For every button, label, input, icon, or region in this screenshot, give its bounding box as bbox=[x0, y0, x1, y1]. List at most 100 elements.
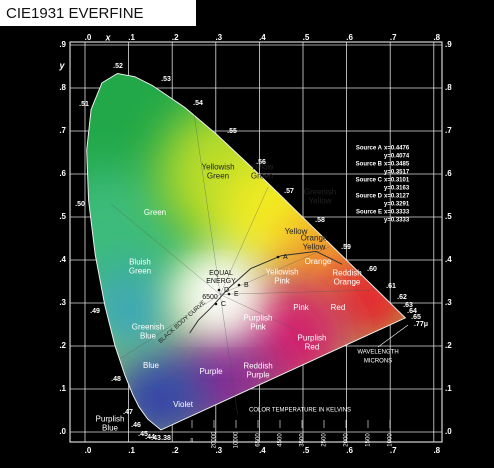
source-name: Source B bbox=[356, 162, 383, 168]
wavelength-label: .60 bbox=[367, 266, 377, 273]
y-tick-label: .1 bbox=[59, 384, 66, 393]
wavelength-label: .46 bbox=[131, 422, 141, 429]
region-label: Green bbox=[129, 267, 151, 276]
y-tick-label: .1 bbox=[445, 384, 452, 393]
source-point-label: D bbox=[224, 287, 229, 294]
temperature-label: ∞ bbox=[190, 438, 196, 442]
y-tick-label: .7 bbox=[445, 126, 452, 135]
region-label: Blue bbox=[143, 361, 160, 370]
x-tick-label: .3 bbox=[215, 446, 222, 455]
temperature-label: 1000 bbox=[388, 433, 394, 447]
source-x: x=0.3101 bbox=[384, 178, 410, 184]
region-label: Purplish bbox=[96, 415, 125, 424]
region-label: Purplish bbox=[298, 334, 327, 343]
y-tick-label: .6 bbox=[59, 169, 66, 178]
source-y: y=0.3333 bbox=[384, 218, 410, 224]
wavelength-caption: MICRONS bbox=[364, 359, 392, 365]
y-tick-label: .0 bbox=[445, 427, 452, 436]
source-point bbox=[237, 283, 241, 287]
wavelength-label: .52 bbox=[113, 63, 123, 70]
region-label: Orange bbox=[305, 257, 332, 266]
region-label: Red bbox=[305, 343, 320, 352]
region-label: Yellow bbox=[285, 227, 308, 236]
title: CIE1931 EVERFINE bbox=[6, 5, 144, 22]
temperature-label: 20000 bbox=[212, 431, 218, 448]
wavelength-label: .50 bbox=[75, 201, 85, 208]
source-y: y=0.4074 bbox=[384, 154, 410, 160]
region-label: Reddish bbox=[243, 362, 272, 371]
wavelength-caption: WAVELENGTH bbox=[357, 350, 398, 356]
source-point-label: B bbox=[244, 282, 249, 289]
white-point-label: 6500 bbox=[202, 294, 218, 301]
region-boundary bbox=[193, 113, 221, 295]
region-boundary bbox=[219, 186, 269, 295]
region-boundary bbox=[119, 294, 221, 360]
equal-energy-label: ENERGY bbox=[206, 278, 236, 285]
source-x: x=0.3127 bbox=[384, 194, 410, 200]
wavelength-label: .57 bbox=[284, 188, 294, 195]
wavelength-label: .65 bbox=[411, 314, 421, 321]
x-tick-label: .1 bbox=[128, 446, 135, 455]
region-label: Bluish bbox=[129, 258, 151, 267]
wavelength-label: .47 bbox=[123, 409, 133, 416]
source-point bbox=[276, 255, 280, 259]
y-tick-label: .3 bbox=[445, 298, 452, 307]
wavelength-label: .59 bbox=[341, 244, 351, 251]
wavelength-label: .54 bbox=[193, 100, 203, 107]
temperature-label: 1500 bbox=[366, 433, 372, 447]
wavelength-label: .45 bbox=[138, 431, 148, 438]
temperature-label: 2000 bbox=[344, 433, 350, 447]
x-tick-label: .8 bbox=[433, 446, 440, 455]
y-tick-label: .9 bbox=[445, 40, 452, 49]
spectral-locus bbox=[86, 72, 407, 431]
source-name: Source E bbox=[356, 210, 382, 216]
source-y: y=0.3163 bbox=[384, 186, 410, 192]
region-label: Yellow bbox=[303, 243, 326, 252]
wavelength-label: .44 bbox=[145, 434, 155, 441]
x-tick-label: .5 bbox=[303, 33, 310, 42]
x-tick-label: .3 bbox=[215, 33, 222, 42]
y-tick-label: .8 bbox=[445, 83, 452, 92]
wavelength-label: .53 bbox=[161, 76, 171, 83]
region-label: Blue bbox=[140, 332, 157, 341]
y-tick-label: .0 bbox=[59, 427, 66, 436]
region-label: Yellow bbox=[251, 163, 274, 172]
wavelength-label: .49 bbox=[90, 308, 100, 315]
temperature-label: 10000 bbox=[234, 431, 240, 448]
x-tick-label: .8 bbox=[433, 33, 440, 42]
x-tick-label: .4 bbox=[259, 33, 266, 42]
region-label: Orange bbox=[334, 278, 361, 287]
source-point-label: A bbox=[283, 254, 288, 261]
source-point-label: C bbox=[221, 301, 226, 308]
wavelength-label: .51 bbox=[79, 101, 89, 108]
temperature-caption: COLOR TEMPERATURE IN KELVINS bbox=[249, 408, 351, 414]
region-label: Pink bbox=[293, 303, 310, 312]
temperature-label: 3500 bbox=[300, 433, 306, 447]
y-tick-label: .2 bbox=[59, 341, 66, 350]
temperature-label: 4500 bbox=[278, 433, 284, 447]
region-label: Red bbox=[331, 303, 346, 312]
source-point bbox=[214, 302, 218, 306]
x-tick-label: .7 bbox=[390, 33, 397, 42]
region-boundary bbox=[220, 289, 373, 295]
region-label: Orange bbox=[301, 234, 328, 243]
wavelength-label: .63 bbox=[403, 302, 413, 309]
region-label: Yellow bbox=[309, 197, 332, 206]
y-axis-label: y bbox=[58, 60, 65, 70]
x-tick-label: .6 bbox=[346, 446, 353, 455]
source-point-label: E bbox=[234, 291, 239, 298]
equal-energy-label: EQUAL bbox=[209, 270, 233, 277]
source-y: y=0.3517 bbox=[384, 170, 410, 176]
x-tick-label: .2 bbox=[172, 33, 179, 42]
region-label: Pink bbox=[250, 323, 267, 332]
white-center bbox=[186, 274, 255, 323]
region-label: Yellowish bbox=[265, 268, 298, 277]
region-label: Reddish bbox=[332, 269, 361, 278]
wavelength-label: .58 bbox=[315, 217, 325, 224]
region-boundary bbox=[220, 246, 330, 295]
region-boundary bbox=[220, 294, 312, 338]
x-tick-label: .0 bbox=[85, 33, 92, 42]
x-tick-label: .4 bbox=[259, 446, 266, 455]
